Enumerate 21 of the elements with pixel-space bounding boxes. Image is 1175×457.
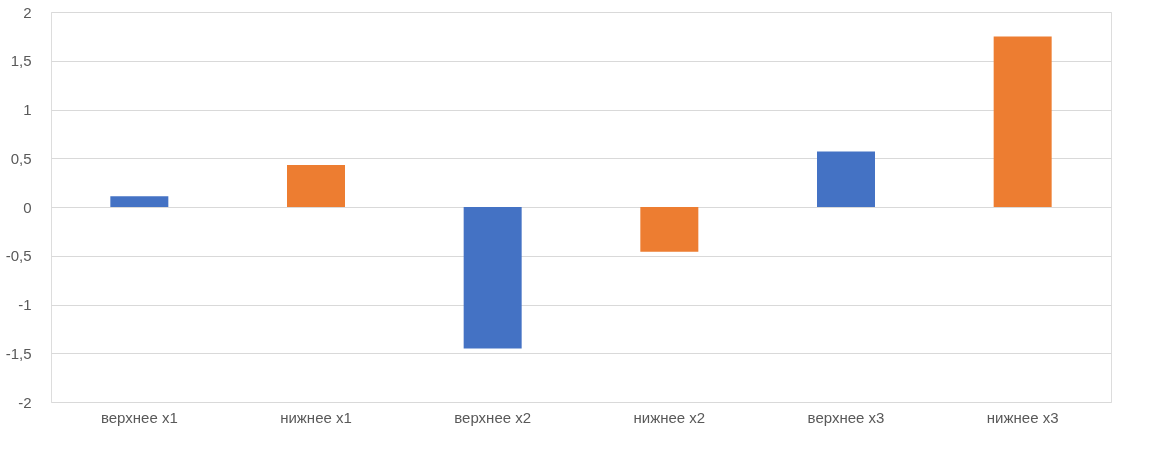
x-tick-label: нижнее x1 xyxy=(280,408,352,426)
y-tick-label: 1,5 xyxy=(10,52,32,70)
y-tick-label: 2 xyxy=(23,3,32,21)
y-tick-label: 0 xyxy=(23,198,32,216)
bar xyxy=(993,36,1052,207)
bar xyxy=(110,196,169,207)
bar xyxy=(640,207,699,252)
y-tick-label: -1 xyxy=(18,296,32,313)
y-tick-label: 1 xyxy=(23,101,32,118)
y-tick-label: -2 xyxy=(18,393,32,411)
y-tick-label: -1,5 xyxy=(5,344,32,362)
bar xyxy=(817,151,875,207)
bar xyxy=(463,207,522,349)
x-tick-label: нижнее x3 xyxy=(986,408,1059,426)
y-tick-label: -0,5 xyxy=(5,247,32,265)
x-tick-label: верхнее x1 xyxy=(100,408,178,426)
bar xyxy=(287,165,345,207)
x-tick-label: нижнее x2 xyxy=(633,408,706,426)
x-tick-label: верхнее x3 xyxy=(807,408,885,426)
y-tick-label: 0,5 xyxy=(10,149,32,167)
x-tick-label: верхнее x2 xyxy=(454,408,532,426)
